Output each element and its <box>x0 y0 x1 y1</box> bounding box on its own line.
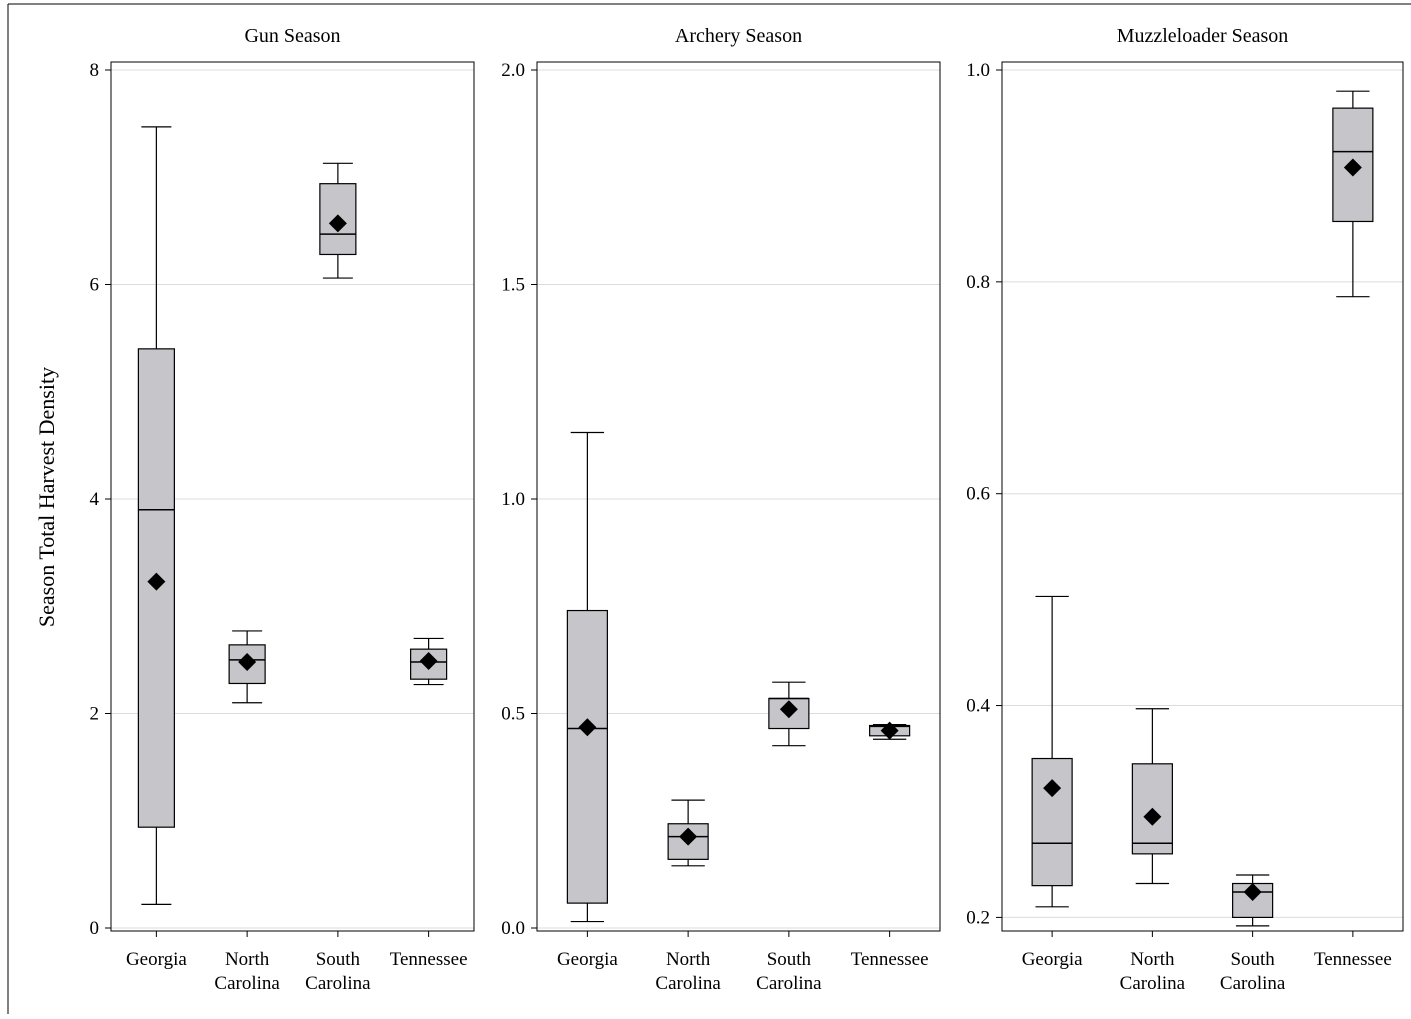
x-tick-label: South Carolina <box>756 949 822 994</box>
x-tick-label-line: North <box>225 949 270 970</box>
x-tick-label-line: Tennessee <box>851 949 929 970</box>
x-tick-label-line: South <box>767 949 812 970</box>
x-tick-label-line: Georgia <box>1022 949 1083 970</box>
mean-marker <box>1343 158 1362 177</box>
x-tick-label: North Carolina <box>214 949 280 994</box>
x-tick-label-line: Carolina <box>305 973 371 994</box>
x-tick-label: Tennessee <box>390 949 468 970</box>
box-tennessee <box>869 721 911 740</box>
y-tick-label: 6 <box>90 275 100 296</box>
plot-frame <box>1001 61 1404 932</box>
y-tick-label: 1.0 <box>966 60 990 81</box>
iqr-box <box>566 609 608 904</box>
box-georgia <box>137 126 175 906</box>
mean-marker <box>419 651 438 670</box>
x-tick-label-line: Tennessee <box>1314 949 1392 970</box>
mean-marker <box>1143 807 1162 826</box>
mean-marker <box>679 827 698 846</box>
x-tick-label-line: South <box>316 949 361 970</box>
y-tick-label: 0 <box>90 918 100 939</box>
y-tick-label: 4 <box>90 489 100 510</box>
plot-frame <box>110 61 475 932</box>
x-tick-label: South Carolina <box>1220 949 1286 994</box>
mean-marker <box>1243 882 1262 901</box>
panel-title: Gun Season <box>244 25 340 47</box>
mean-marker <box>1043 779 1062 798</box>
x-tick-label-line: Georgia <box>126 949 187 970</box>
y-tick-label: 0.6 <box>966 484 990 505</box>
y-tick-label: 0.0 <box>501 918 525 939</box>
panel-2: 0.0 0.5 1.0 1.5 2.0 Archery Season Georgia Nort… <box>501 25 941 994</box>
y-tick-label: 8 <box>90 60 100 81</box>
box-georgia <box>1031 595 1073 908</box>
mean-marker <box>328 214 347 233</box>
y-axis-title: Season Total Harvest Density <box>34 367 59 627</box>
y-tick-label: 2 <box>90 704 100 725</box>
x-tick-label: North Carolina <box>655 949 721 994</box>
x-tick-label-line: Georgia <box>557 949 618 970</box>
x-tick-label: Georgia <box>1022 949 1083 970</box>
x-tick-label-line: Carolina <box>756 973 822 994</box>
x-tick-label: Georgia <box>557 949 618 970</box>
x-tick-label: South Carolina <box>305 949 371 994</box>
x-tick-label: Georgia <box>126 949 187 970</box>
box-tennessee <box>1332 90 1374 298</box>
plot-frame <box>536 61 941 932</box>
mean-marker <box>147 572 166 591</box>
y-tick-label: 2.0 <box>501 60 525 81</box>
box-tennessee <box>410 637 448 686</box>
panel-title: Muzzleloader Season <box>1117 25 1289 47</box>
box-north-carolina <box>228 630 266 704</box>
box-north-carolina <box>667 799 709 867</box>
mean-marker <box>578 718 597 737</box>
mean-marker <box>238 653 257 672</box>
box-south-carolina <box>1232 874 1274 927</box>
x-tick-label-line: Tennessee <box>390 949 468 970</box>
panel-3: 0.2 0.4 0.6 0.8 1.0 Muzzleloader Season Georgi… <box>966 25 1404 994</box>
iqr-box <box>1031 757 1073 887</box>
x-tick-label-line: Carolina <box>214 973 280 994</box>
box-north-carolina <box>1131 708 1173 885</box>
x-tick-label-line: Carolina <box>1120 973 1186 994</box>
x-tick-label-line: Carolina <box>655 973 721 994</box>
x-tick-label: Tennessee <box>1314 949 1392 970</box>
x-tick-label-line: Carolina <box>1220 973 1286 994</box>
box-south-carolina <box>768 681 810 747</box>
box-south-carolina <box>319 162 357 279</box>
y-tick-label: 0.5 <box>501 704 525 725</box>
y-tick-label: 0.8 <box>966 272 990 293</box>
x-tick-label-line: North <box>1130 949 1175 970</box>
box-georgia <box>566 431 608 923</box>
mean-marker <box>779 700 798 719</box>
mean-marker <box>880 721 899 740</box>
x-tick-label-line: North <box>666 949 711 970</box>
y-tick-label: 0.2 <box>966 907 990 928</box>
x-tick-label: North Carolina <box>1120 949 1186 994</box>
y-tick-label: 0.4 <box>966 696 990 717</box>
panel-title: Archery Season <box>675 25 802 47</box>
y-tick-label: 1.5 <box>501 275 525 296</box>
x-tick-label-line: South <box>1230 949 1275 970</box>
y-tick-label: 1.0 <box>501 489 525 510</box>
x-tick-label: Tennessee <box>851 949 929 970</box>
